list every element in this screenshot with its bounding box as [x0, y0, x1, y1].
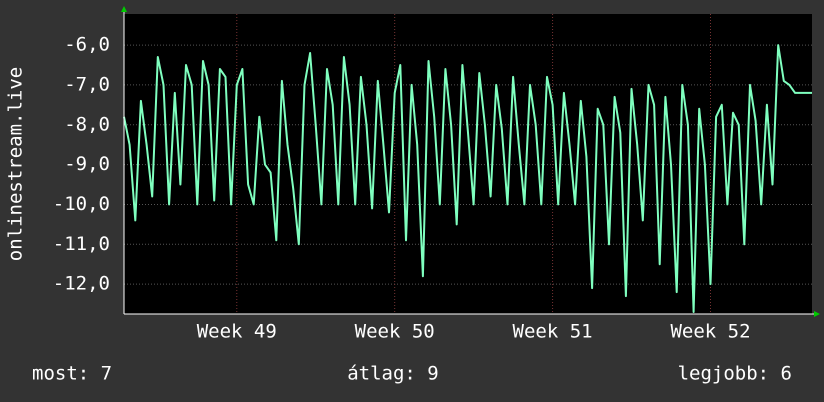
y-tick-label: -11,0 — [53, 233, 110, 255]
stat-current: most: 7 — [32, 363, 112, 385]
x-tick-label: Week 49 — [197, 321, 277, 343]
stat-average: átlag: 9 — [347, 363, 439, 385]
y-tick-label: -7,0 — [64, 73, 110, 95]
y-arrow — [121, 6, 127, 12]
stat-best: legjobb: 6 — [678, 363, 792, 385]
x-arrow — [814, 311, 820, 317]
y-tick-label: -12,0 — [53, 273, 110, 295]
x-tick-label: Week 50 — [355, 321, 435, 343]
plot — [123, 44, 812, 313]
y-axis-label: onlinestream.live — [5, 67, 27, 261]
y-tick-label: -9,0 — [64, 153, 110, 175]
y-tick-label: -10,0 — [53, 193, 110, 215]
y-tick-label: -8,0 — [64, 113, 110, 135]
data-line — [123, 44, 812, 313]
y-tick-label: -6,0 — [64, 34, 110, 56]
x-tick-label: Week 52 — [670, 321, 750, 343]
x-tick-label: Week 51 — [513, 321, 593, 343]
